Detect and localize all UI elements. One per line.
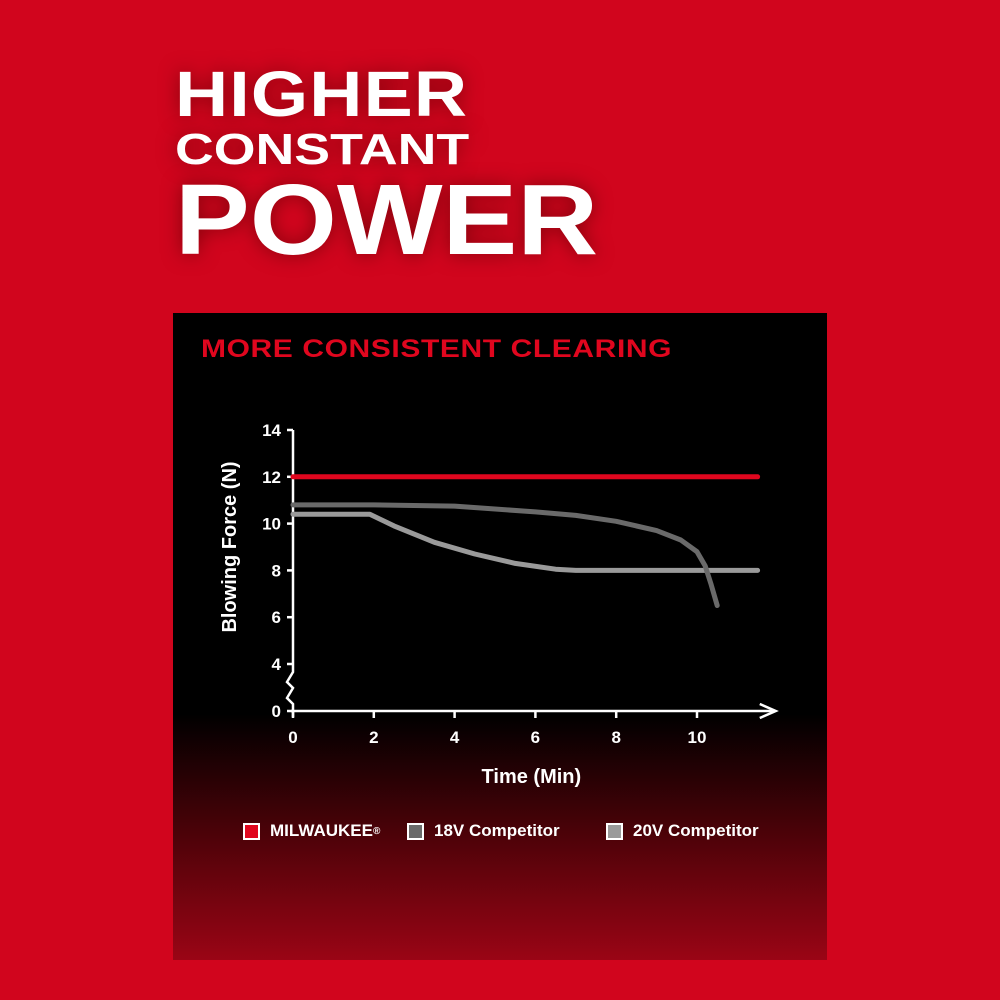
x-tick-label: 0 [288,728,297,747]
x-tick-label: 2 [369,728,378,747]
x-tick-label: 10 [688,728,707,747]
chart-title: MORE CONSISTENT CLEARING [201,335,673,363]
chart-panel: MORE CONSISTENT CLEARING 0 4 6 8 10 12 14 0 2 4 6 8… [173,313,827,960]
headline-line1: HIGHER [175,58,469,130]
legend-label: 18V Competitor [434,821,560,840]
y-axis-label: Blowing Force (N) [219,461,241,632]
legend-swatch [243,822,260,840]
y-axis [285,430,295,717]
headline: HIGHER CONSTANT POWER [175,62,598,270]
x-tick-label: 8 [611,728,620,747]
y-tick-label: 10 [262,515,281,534]
legend-swatch [606,822,623,840]
y-tick-label: 6 [272,608,281,627]
x-tick-label: 6 [531,728,540,747]
y-tick-label: 0 [272,702,281,721]
series-line-20v-competitor [290,511,761,573]
legend-item-18v: 18V Competitor [407,821,560,841]
legend-swatch [407,822,424,840]
series-line-18v-competitor [290,502,720,608]
y-tick-label: 12 [262,468,281,487]
legend-item-milwaukee: MILWAUKEE ® [243,821,380,841]
x-axis-label: Time (Min) [482,766,582,788]
legend-label: 20V Competitor [633,821,759,840]
headline-line2: CONSTANT [175,125,470,174]
line-chart: 0 4 6 8 10 12 14 0 2 4 6 8 10 Time (Min) Blowing Force… [219,421,779,788]
x-tick-label: 4 [450,728,460,747]
trademark: ® [372,825,381,837]
legend-label: MILWAUKEE [270,821,373,840]
headline-line3: POWER [175,164,599,276]
y-tick-label: 14 [262,421,281,440]
legend-item-20v: 20V Competitor [606,821,759,841]
y-tick-label: 4 [272,655,282,674]
x-axis-arrow [759,702,779,720]
y-tick-label: 8 [272,561,281,580]
